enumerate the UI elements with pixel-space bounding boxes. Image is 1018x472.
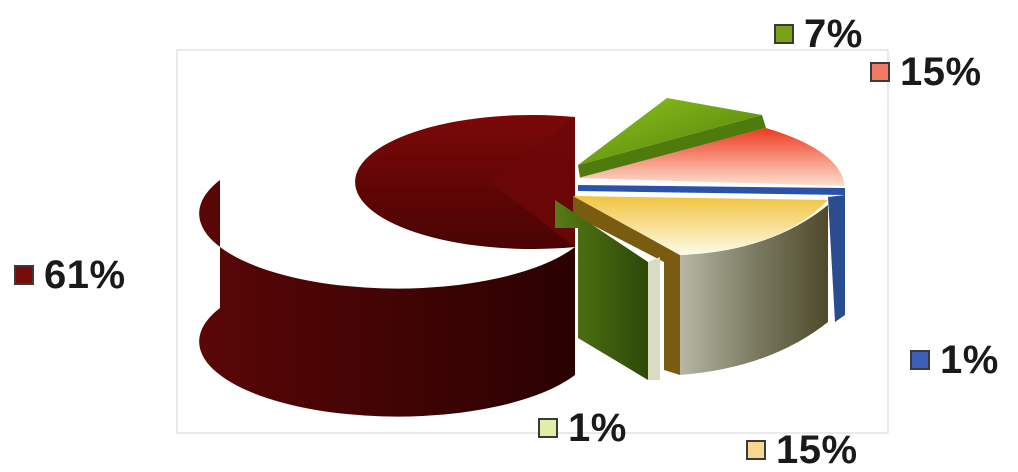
slice-15-percent-yellow [573, 196, 828, 375]
legend-label-1-lightgreen: 1% [568, 406, 627, 450]
slice-1-lightgreen-side [555, 200, 648, 380]
legend-swatch-15-yellow [746, 440, 766, 460]
slice-15-yellow-top [573, 196, 828, 255]
legend-item-15-yellow: 15% [746, 430, 858, 470]
slice-7-side [578, 115, 766, 178]
legend-item-61: 61% [14, 255, 126, 295]
slice-15-yellow-inner-side [573, 196, 680, 375]
legend-swatch-1-lightgreen [538, 418, 558, 438]
legend-label-61: 61% [44, 253, 126, 297]
legend-label-15-yellow: 15% [776, 428, 858, 472]
slice-15-salmon-top [578, 128, 845, 186]
legend-swatch-15-salmon [870, 62, 890, 82]
slice-15-percent-salmon [578, 128, 845, 186]
legend-swatch-1-blue [910, 350, 930, 370]
slice-7-top [578, 98, 762, 165]
slice-1-blue-top [578, 185, 845, 195]
slice-61-side [199, 180, 575, 417]
slice-1-lightgreen-face [648, 257, 660, 380]
legend-item-1-lightgreen: 1% [538, 408, 627, 448]
slice-1-percent-blue [578, 185, 845, 322]
slice-1-percent-lightgreen [555, 200, 660, 380]
legend-item-15-salmon: 15% [870, 52, 982, 92]
slice-61-percent [199, 114, 575, 417]
legend-label-7: 7% [804, 12, 863, 56]
legend-item-7: 7% [774, 14, 863, 54]
legend-item-1-blue: 1% [910, 340, 999, 380]
slice-61-inner-face [490, 117, 575, 247]
slice-61-top [355, 114, 575, 249]
legend-label-1-blue: 1% [940, 338, 999, 382]
legend-swatch-7 [774, 24, 794, 44]
slice-15-yellow-side [680, 205, 828, 375]
slice-7-percent [578, 98, 766, 178]
legend-label-15-salmon: 15% [900, 50, 982, 94]
legend-swatch-61 [14, 265, 34, 285]
slice-1-blue-side [828, 195, 845, 322]
